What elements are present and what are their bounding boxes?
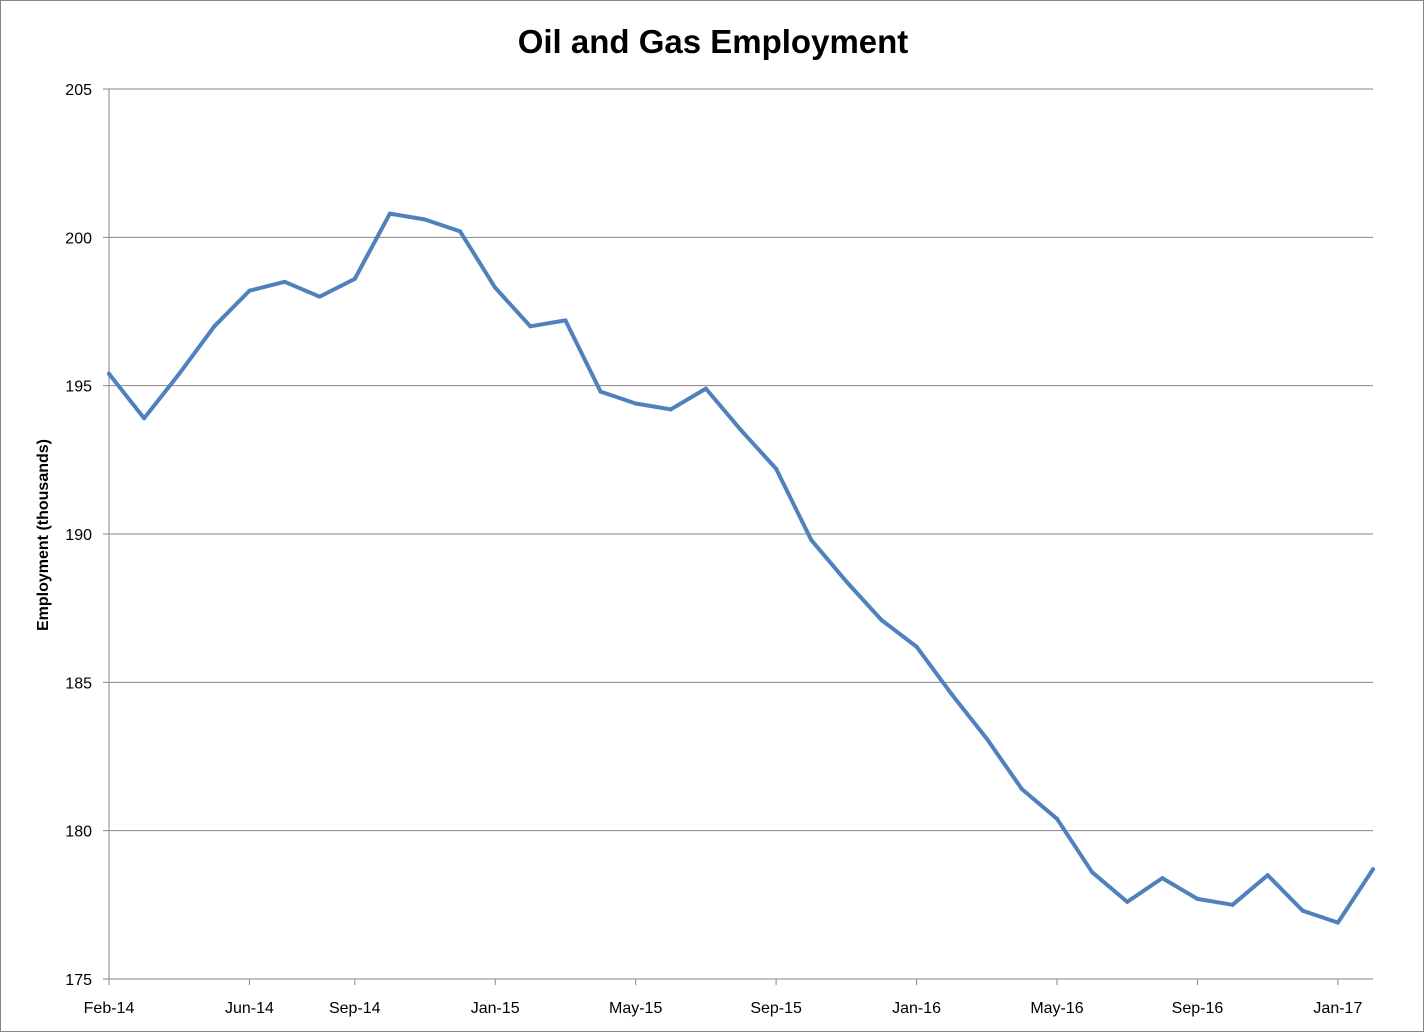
- y-axis-label: Employment (thousands): [35, 439, 52, 631]
- y-tick-label: 175: [65, 972, 92, 989]
- x-tick-label: Feb-14: [84, 1000, 135, 1017]
- data-point: [1160, 876, 1165, 881]
- y-tick-label: 195: [65, 379, 92, 396]
- y-tick-label: 200: [65, 230, 92, 247]
- data-point: [563, 318, 568, 323]
- data-point: [1055, 816, 1059, 821]
- data-point: [317, 294, 322, 299]
- tick-labels: 175 180 185 190 195 200 205 Feb-14 Jun-14 Sep-14 J…: [65, 82, 1362, 1017]
- data-point: [703, 386, 708, 391]
- chart-title: Oil and Gas Employment: [518, 23, 909, 60]
- data-point: [984, 736, 989, 741]
- x-tick-label: Jan-16: [892, 1000, 941, 1017]
- data-point: [212, 324, 217, 329]
- series-line-0: [107, 211, 1375, 925]
- data-point: [1265, 873, 1270, 878]
- data-point: [1019, 787, 1024, 792]
- y-tick-label: 205: [65, 82, 92, 99]
- x-tick-label: May-15: [609, 1000, 662, 1017]
- y-tick-label: 190: [65, 527, 92, 544]
- y-tick-label: 185: [65, 675, 92, 692]
- data-point: [1195, 896, 1200, 901]
- data-point: [1335, 920, 1340, 925]
- data-point: [1300, 908, 1305, 913]
- x-tick-label: Jun-14: [225, 1000, 274, 1017]
- data-point: [879, 618, 884, 623]
- axes: [103, 88, 1373, 985]
- gridlines: [109, 88, 1373, 832]
- data-point: [352, 276, 357, 281]
- x-tick-label: Sep-16: [1172, 1000, 1224, 1017]
- data-point: [493, 285, 498, 290]
- data-point: [247, 288, 252, 293]
- data-point: [1230, 902, 1235, 907]
- data-point: [387, 211, 392, 216]
- data-point: [739, 428, 743, 433]
- data-point: [177, 371, 182, 376]
- data-point: [1090, 870, 1095, 875]
- x-tick-label: May-16: [1030, 1000, 1083, 1017]
- x-tick-label: Sep-14: [329, 1000, 381, 1017]
- data-point: [1125, 899, 1130, 904]
- data-point: [107, 371, 111, 376]
- y-tick-label: 180: [65, 824, 92, 841]
- data-point: [914, 644, 919, 649]
- x-tick-label: Jan-17: [1313, 1000, 1362, 1017]
- data-point: [844, 579, 849, 584]
- series-layer: [107, 211, 1375, 925]
- x-tick-label: Sep-15: [750, 1000, 802, 1017]
- data-point: [423, 217, 427, 222]
- data-point: [809, 537, 814, 542]
- data-point: [528, 324, 533, 329]
- data-point: [668, 407, 673, 412]
- x-tick-label: Jan-15: [471, 1000, 520, 1017]
- data-point: [633, 401, 638, 406]
- data-point: [598, 389, 603, 394]
- data-point: [949, 692, 954, 697]
- data-point: [142, 416, 147, 421]
- data-point: [282, 279, 287, 284]
- data-point: [774, 466, 779, 471]
- data-point: [458, 229, 463, 234]
- data-point: [1371, 867, 1375, 872]
